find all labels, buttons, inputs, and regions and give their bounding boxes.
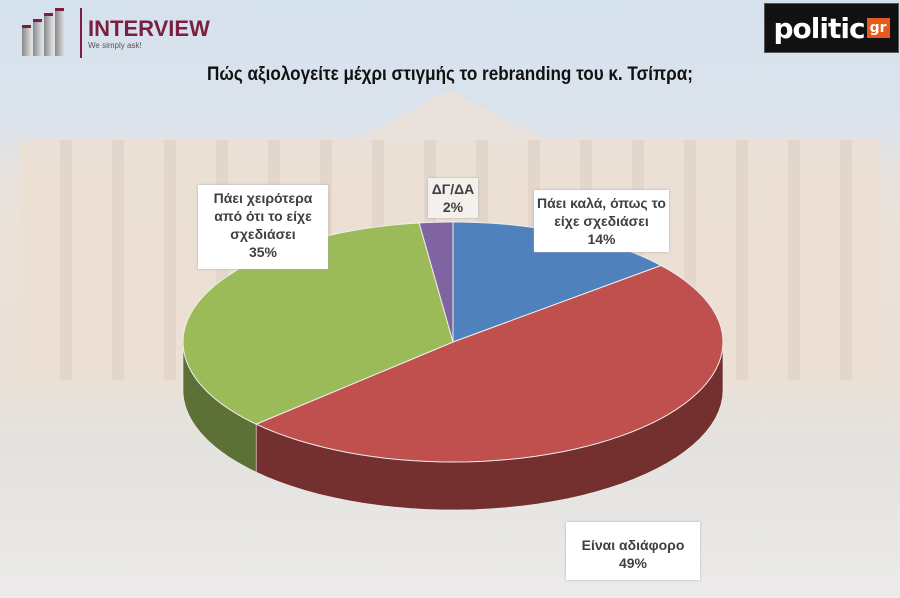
pie-slice-2 xyxy=(182,222,454,425)
pie-slice-1 xyxy=(254,264,724,463)
politic-logo: politic gr xyxy=(764,3,899,53)
logo-name: INTERVIEW xyxy=(88,15,210,41)
label-slice-1: Είναι αδιάφορο 49% xyxy=(566,522,700,580)
label-slice-3: ΔΓ/ΔΑ 2% xyxy=(428,178,478,218)
label-slice-2: Πάει χειρότερα από ότι το είχε σχεδιάσει… xyxy=(198,185,328,269)
logo-tagline: We simply ask! xyxy=(88,40,142,50)
logo-bars-icon xyxy=(22,7,74,56)
label-slice-0: Πάει καλά, όπως το είχε σχεδιάσει 14% xyxy=(534,190,669,252)
pie-slice-3 xyxy=(418,221,454,343)
interview-logo: INTERVIEW We simply ask! xyxy=(22,7,210,58)
chart-title: Πώς αξιολογείτε μέχρι στιγμής το rebrand… xyxy=(207,64,693,85)
